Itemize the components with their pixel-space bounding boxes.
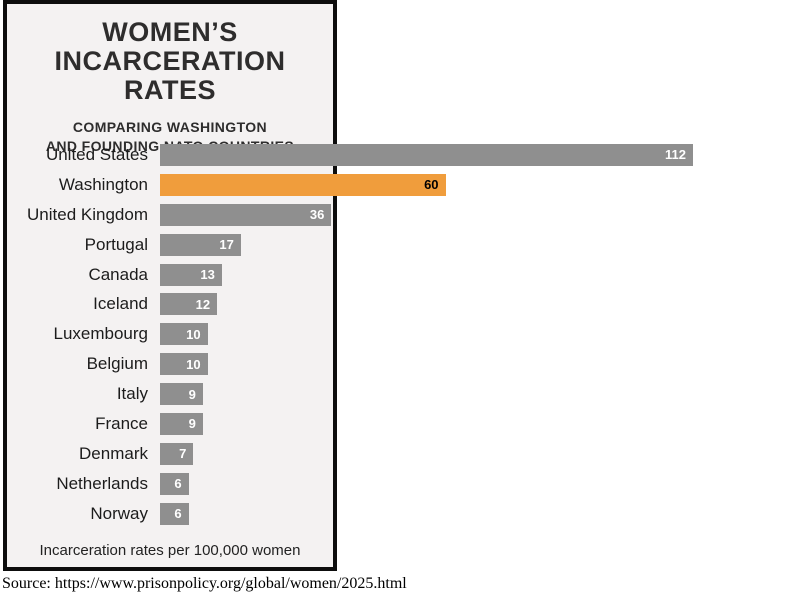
category-label: Denmark <box>79 443 148 463</box>
bar: 112 <box>160 143 693 166</box>
value-label: 9 <box>188 416 196 432</box>
value-label: 60 <box>424 177 439 193</box>
value-label: 17 <box>219 237 234 253</box>
category-label: Netherlands <box>56 473 148 493</box>
category-label: Belgium <box>86 354 148 374</box>
source-line: Source: https://www.prisonpolicy.org/glo… <box>2 575 407 592</box>
value-label: 10 <box>186 356 201 372</box>
bar-row: Washington 60 <box>0 170 800 200</box>
chart-title-line2: INCARCERATION RATES <box>54 46 286 105</box>
bar: 6 <box>160 502 189 525</box>
bar-row: Denmark 7 <box>0 439 800 469</box>
bar: 10 <box>160 323 208 346</box>
value-label: 9 <box>188 386 196 402</box>
bar: 9 <box>160 412 203 435</box>
chart-title: WOMEN’S INCARCERATION RATES <box>7 18 333 105</box>
bar-chart: United States 112 Washington 60 United Kingd… <box>0 140 800 529</box>
bar-row: United Kingdom 36 <box>0 200 800 230</box>
category-label: United Kingdom <box>27 204 148 224</box>
chart-subtitle-line1: COMPARING WASHINGTON <box>72 119 268 135</box>
value-label: 6 <box>174 476 182 492</box>
value-label: 112 <box>665 147 686 163</box>
axis-note: Incarceration rates per 100,000 women <box>39 542 301 559</box>
category-label: United States <box>45 144 148 164</box>
value-label: 13 <box>200 267 215 282</box>
bar-row: Italy 9 <box>0 379 800 409</box>
bar-row: United States 112 <box>0 140 800 170</box>
bar: 7 <box>160 442 194 465</box>
category-label: Luxembourg <box>53 324 148 344</box>
bar: 12 <box>160 293 218 316</box>
value-label: 7 <box>179 446 187 462</box>
bar: 9 <box>160 383 203 406</box>
category-label: Italy <box>116 384 148 404</box>
bar-highlighted: 60 <box>160 173 446 196</box>
bar-row: Belgium 10 <box>0 349 800 379</box>
bar-row: France 9 <box>0 409 800 439</box>
chart-title-line1: WOMEN’S <box>102 17 238 47</box>
category-label: Portugal <box>84 234 148 254</box>
bar-row: Luxembourg 10 <box>0 319 800 349</box>
category-label: Canada <box>88 264 148 284</box>
value-label: 36 <box>309 207 325 223</box>
value-label: 10 <box>186 326 201 342</box>
value-label: 12 <box>195 296 211 312</box>
category-label: France <box>95 413 148 433</box>
bar: 6 <box>160 472 189 495</box>
value-label: 6 <box>174 506 182 522</box>
bar: 10 <box>160 353 208 376</box>
bar: 13 <box>160 263 222 286</box>
bar-row: Norway 6 <box>0 499 800 529</box>
category-label: Iceland <box>93 294 148 314</box>
category-label: Washington <box>58 174 148 194</box>
bar-row: Portugal 17 <box>0 230 800 260</box>
bar-row: Iceland 12 <box>0 289 800 319</box>
bar-row: Netherlands 6 <box>0 469 800 499</box>
bar: 36 <box>160 203 332 226</box>
category-label: Norway <box>90 503 148 523</box>
bar-row: Canada 13 <box>0 260 800 290</box>
bar: 17 <box>160 233 241 256</box>
